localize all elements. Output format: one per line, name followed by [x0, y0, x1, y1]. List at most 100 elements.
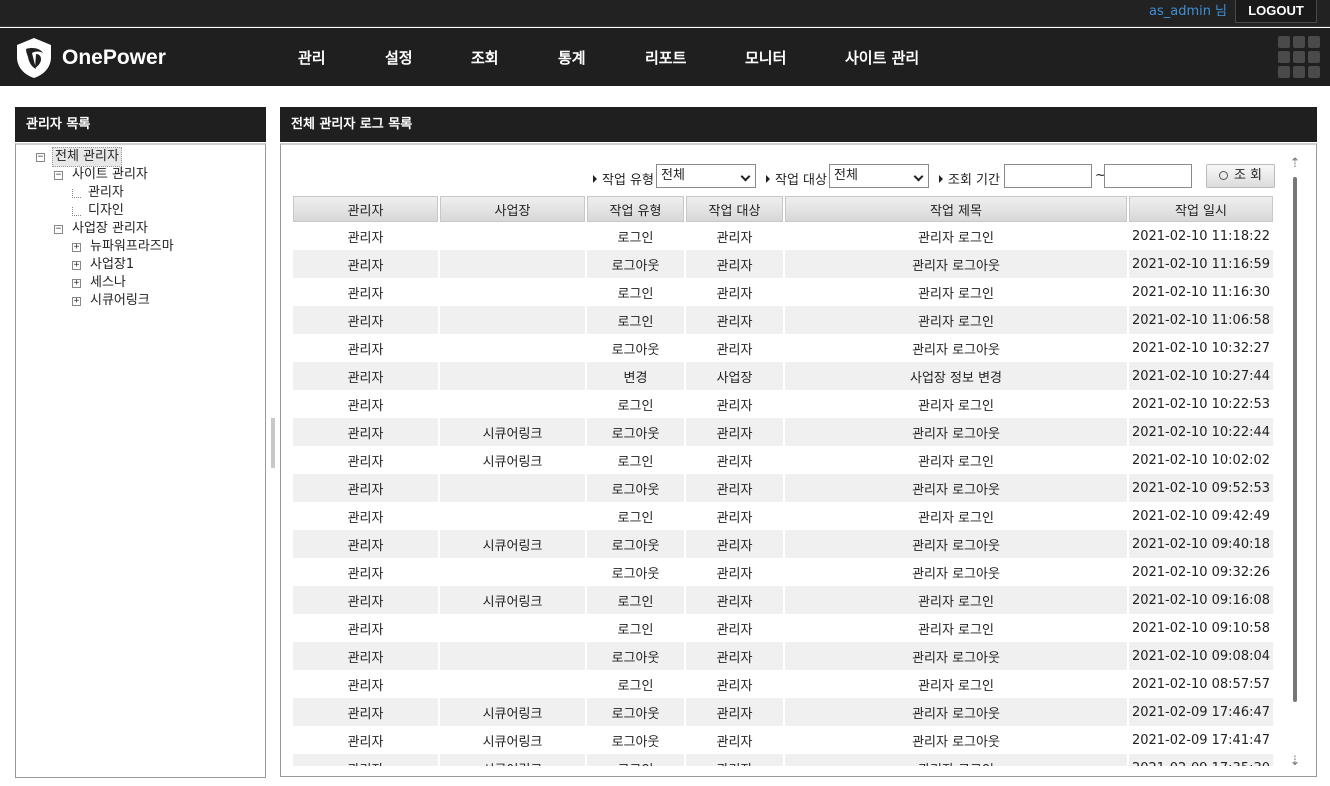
- work-target-select[interactable]: 전체: [829, 164, 929, 188]
- vertical-scrollbar[interactable]: ⇡ ⇣: [1289, 157, 1301, 769]
- col-site[interactable]: 사업장: [440, 196, 585, 222]
- scroll-up-icon[interactable]: ⇡: [1289, 156, 1301, 171]
- cell-work-type: 로그아웃: [587, 250, 684, 278]
- chevron-down-icon: [740, 171, 751, 182]
- table-row[interactable]: 관리자 로그인 관리자 관리자 로그인 2021-02-10 08:57:57: [293, 670, 1273, 698]
- search-button[interactable]: 조 회: [1206, 164, 1275, 188]
- period-from-input[interactable]: [1004, 164, 1092, 188]
- cell-work-title: 관리자 로그인: [785, 278, 1127, 306]
- cell-work-datetime: 2021-02-10 11:18:22: [1129, 222, 1273, 250]
- nav-lookup[interactable]: 조회: [471, 49, 499, 67]
- tree-item-label[interactable]: 사업장1: [90, 257, 135, 272]
- nav-statistics[interactable]: 통계: [558, 49, 586, 67]
- tree-item[interactable]: + 세스나: [72, 274, 128, 292]
- cell-site: 시큐어링크: [440, 698, 585, 726]
- cell-work-title: 관리자 로그인: [785, 502, 1127, 530]
- nav-site-admin[interactable]: 사이트 관리: [845, 49, 920, 67]
- col-admin[interactable]: 관리자: [293, 196, 438, 222]
- nav-settings[interactable]: 설정: [385, 49, 413, 67]
- table-row[interactable]: 관리자 시큐어링크 로그아웃 관리자 관리자 로그아웃 2021-02-09 17:41:…: [293, 726, 1273, 754]
- table-row[interactable]: 관리자 시큐어링크 로그아웃 관리자 관리자 로그아웃 2021-02-09 17:46:…: [293, 698, 1273, 726]
- cell-work-datetime: 2021-02-10 10:02:02: [1129, 446, 1273, 474]
- user-name-link[interactable]: as_admin 님: [1149, 3, 1227, 21]
- apps-grid-icon[interactable]: [1278, 36, 1320, 78]
- cell-admin: 관리자: [293, 670, 438, 698]
- panel-splitter[interactable]: [271, 418, 275, 468]
- tree-item[interactable]: − 전체 관리자: [36, 147, 122, 167]
- table-row[interactable]: 관리자 로그인 관리자 관리자 로그인 2021-02-10 09:10:58: [293, 614, 1273, 642]
- col-work-type[interactable]: 작업 유형: [587, 196, 684, 222]
- table-row[interactable]: 관리자 시큐어링크 로그인 관리자 관리자 로그인 2021-02-10 10:02:02: [293, 446, 1273, 474]
- tree-item-label[interactable]: 뉴파워프라즈마: [90, 239, 174, 254]
- table-row[interactable]: 관리자 로그아웃 관리자 관리자 로그아웃 2021-02-10 11:16:59: [293, 250, 1273, 278]
- table-row[interactable]: 관리자 로그아웃 관리자 관리자 로그아웃 2021-02-10 09:32:26: [293, 558, 1273, 586]
- cell-work-target: 관리자: [686, 698, 783, 726]
- collapse-icon[interactable]: −: [54, 223, 63, 234]
- nav-manage[interactable]: 관리: [298, 49, 326, 67]
- tree-item[interactable]: + 뉴파워프라즈마: [72, 238, 176, 256]
- collapse-icon[interactable]: −: [54, 169, 63, 180]
- expand-icon[interactable]: +: [72, 241, 81, 252]
- table-row[interactable]: 관리자 로그인 관리자 관리자 로그인 2021-02-10 11:18:22: [293, 222, 1273, 250]
- table-row[interactable]: 관리자 로그인 관리자 관리자 로그인 2021-02-10 11:06:58: [293, 306, 1273, 334]
- expand-icon[interactable]: +: [72, 277, 81, 288]
- cell-admin: 관리자: [293, 586, 438, 614]
- expand-icon[interactable]: +: [72, 295, 81, 306]
- cell-site: 시큐어링크: [440, 418, 585, 446]
- shield-logo-icon: [17, 38, 51, 78]
- cell-site: [440, 334, 585, 362]
- logout-button[interactable]: LOGOUT: [1235, 0, 1317, 23]
- admin-list-panel: 관리자 목록 − 전체 관리자 − 사이트 관리자 관리자 디자인 − 사업장 관리자 + 뉴파워…: [15, 107, 266, 778]
- work-type-select[interactable]: 전체: [656, 164, 756, 188]
- tree-item[interactable]: 디자인: [72, 202, 126, 220]
- cell-work-datetime: 2021-02-10 08:57:57: [1129, 670, 1273, 698]
- nav-report[interactable]: 리포트: [645, 49, 687, 67]
- table-row[interactable]: 관리자 시큐어링크 로그인 관리자 관리자 로그인 2021-02-10 09:16:08: [293, 586, 1273, 614]
- tree-item-label[interactable]: 관리자: [88, 185, 124, 200]
- tree-item[interactable]: − 사이트 관리자: [54, 166, 150, 184]
- col-work-target[interactable]: 작업 대상: [686, 196, 783, 222]
- log-table: 관리자 사업장 작업 유형 작업 대상 작업 제목 작업 일시 관리자 로그인 관리…: [293, 196, 1275, 766]
- tree-item[interactable]: 관리자: [72, 184, 126, 202]
- logo[interactable]: OnePower: [14, 36, 174, 80]
- cell-site: [440, 362, 585, 390]
- cell-work-target: 관리자: [686, 670, 783, 698]
- nav-monitor[interactable]: 모니터: [745, 49, 787, 67]
- expand-icon[interactable]: +: [72, 259, 81, 270]
- tree-item-label[interactable]: 사업장 관리자: [72, 221, 148, 236]
- tree-item-label[interactable]: 전체 관리자: [52, 147, 122, 167]
- period-to-input[interactable]: [1104, 164, 1192, 188]
- table-row[interactable]: 관리자 로그아웃 관리자 관리자 로그아웃 2021-02-10 10:32:27: [293, 334, 1273, 362]
- tree-item[interactable]: + 사업장1: [72, 256, 136, 274]
- table-row[interactable]: 관리자 로그인 관리자 관리자 로그인 2021-02-10 11:16:30: [293, 278, 1273, 306]
- tree-item-label[interactable]: 사이트 관리자: [72, 167, 148, 182]
- cell-admin: 관리자: [293, 390, 438, 418]
- work-target-label: 작업 대상: [766, 169, 827, 188]
- scroll-thumb[interactable]: [1293, 177, 1297, 702]
- table-row[interactable]: 관리자 로그아웃 관리자 관리자 로그아웃 2021-02-10 09:52:53: [293, 474, 1273, 502]
- username[interactable]: as_admin: [1149, 4, 1212, 19]
- table-row[interactable]: 관리자 로그아웃 관리자 관리자 로그아웃 2021-02-10 09:08:04: [293, 642, 1273, 670]
- cell-work-title: 관리자 로그인: [785, 754, 1127, 766]
- tree-item[interactable]: + 시큐어링크: [72, 292, 152, 310]
- cell-work-datetime: 2021-02-09 17:46:47: [1129, 698, 1273, 726]
- tree-item[interactable]: − 사업장 관리자: [54, 220, 150, 238]
- work-type-label: 작업 유형: [593, 169, 654, 188]
- table-row[interactable]: 관리자 로그인 관리자 관리자 로그인 2021-02-10 10:22:53: [293, 390, 1273, 418]
- table-row[interactable]: 관리자 로그인 관리자 관리자 로그인 2021-02-10 09:42:49: [293, 502, 1273, 530]
- chevron-down-icon: [913, 171, 924, 182]
- scroll-down-icon[interactable]: ⇣: [1289, 754, 1301, 769]
- tree-item-label[interactable]: 시큐어링크: [90, 293, 150, 308]
- cell-work-type: 로그인: [587, 222, 684, 250]
- col-work-datetime[interactable]: 작업 일시: [1129, 196, 1273, 222]
- col-work-title[interactable]: 작업 제목: [785, 196, 1127, 222]
- table-row[interactable]: 관리자 변경 사업장 사업장 정보 변경 2021-02-10 10:27:44: [293, 362, 1273, 390]
- table-row[interactable]: 관리자 시큐어링크 로그아웃 관리자 관리자 로그아웃 2021-02-10 10:22:…: [293, 418, 1273, 446]
- admin-log-body: 작업 유형 전체 작업 대상 전체 조회 기간 ~ 조 회 관리자 사업장 작업…: [280, 143, 1317, 777]
- tree-item-label[interactable]: 세스나: [90, 275, 126, 290]
- table-row[interactable]: 관리자 시큐어링크 로그아웃 관리자 관리자 로그아웃 2021-02-10 09:40:…: [293, 530, 1273, 558]
- cell-work-title: 사업장 정보 변경: [785, 362, 1127, 390]
- tree-item-label[interactable]: 디자인: [88, 203, 124, 218]
- collapse-icon[interactable]: −: [36, 151, 45, 162]
